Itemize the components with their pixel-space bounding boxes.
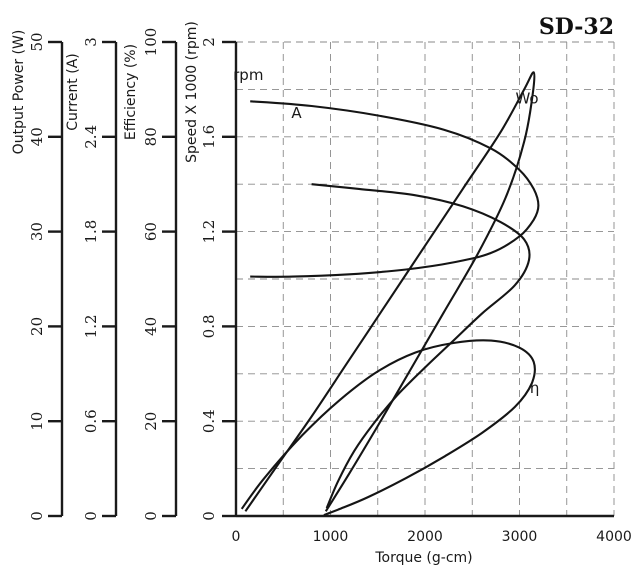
current-axis-title: Current (A) — [65, 53, 81, 131]
label-layer: rpm A Wo η — [233, 66, 539, 397]
power-axis-tick-label: 30 — [28, 222, 46, 241]
x-axis-tick-label: 2000 — [407, 529, 443, 545]
current-axis-tick-label: 1.8 — [82, 220, 100, 244]
power-axis-tick-label: 50 — [28, 32, 46, 51]
efficiency-axis-tick-label: 20 — [142, 412, 160, 431]
curve-layer — [240, 71, 540, 517]
power-axis-tick-label: 20 — [28, 317, 46, 336]
power-axis-title: Output Power (W) — [11, 30, 27, 155]
current-axis-tick-label: 3 — [82, 37, 100, 47]
speed-axis-tick-label: 0.4 — [200, 409, 218, 433]
efficiency-axis-tick-label: 60 — [142, 222, 160, 241]
series-curve-Wo — [244, 71, 536, 512]
curve-label-rpm: rpm — [233, 66, 263, 84]
series-curve-eta — [240, 339, 536, 517]
x-axis-tick-label: 1000 — [313, 529, 349, 545]
efficiency-axis-tick-label: 100 — [142, 28, 160, 57]
speed-axis-tick-label: 2 — [200, 37, 218, 47]
current-axis-tick-label: 2.4 — [82, 125, 100, 149]
efficiency-axis-tick-label: 40 — [142, 317, 160, 336]
curve-label-A: A — [291, 104, 302, 122]
speed-axis-tick-label: 0 — [200, 511, 218, 521]
x-axis-label: Torque (g-cm) — [374, 550, 472, 566]
series-curve-A — [311, 183, 531, 509]
efficiency-axis-title: Efficiency (%) — [123, 44, 139, 140]
speed-axis-title: Speed X 1000 (rpm) — [184, 21, 200, 163]
current-axis-tick-label: 0 — [82, 511, 100, 521]
speed-axis-tick-label: 0.8 — [200, 314, 218, 338]
power-axis-tick-label: 10 — [28, 412, 46, 431]
speed-axis-tick-label: 1.6 — [200, 125, 218, 149]
power-axis-tick-label: 40 — [28, 127, 46, 146]
x-axis-tick-label: 0 — [232, 529, 241, 545]
efficiency-axis-tick-label: 0 — [142, 511, 160, 521]
x-axis-tick-label: 3000 — [502, 529, 538, 545]
grid-layer — [236, 41, 615, 516]
chart-title: SD-32 — [539, 14, 614, 40]
speed-axis-tick-label: 1.2 — [200, 220, 218, 244]
current-axis-tick-label: 0.6 — [82, 409, 100, 433]
curve-label-eta: η — [530, 379, 540, 397]
power-axis-tick-label: 0 — [28, 511, 46, 521]
efficiency-axis-tick-label: 80 — [142, 127, 160, 146]
series-curve-rpm — [250, 100, 540, 278]
x-axis-tick-label: 4000 — [596, 529, 632, 545]
curve-label-Wo: Wo — [515, 90, 538, 108]
current-axis-tick-label: 1.2 — [82, 314, 100, 338]
